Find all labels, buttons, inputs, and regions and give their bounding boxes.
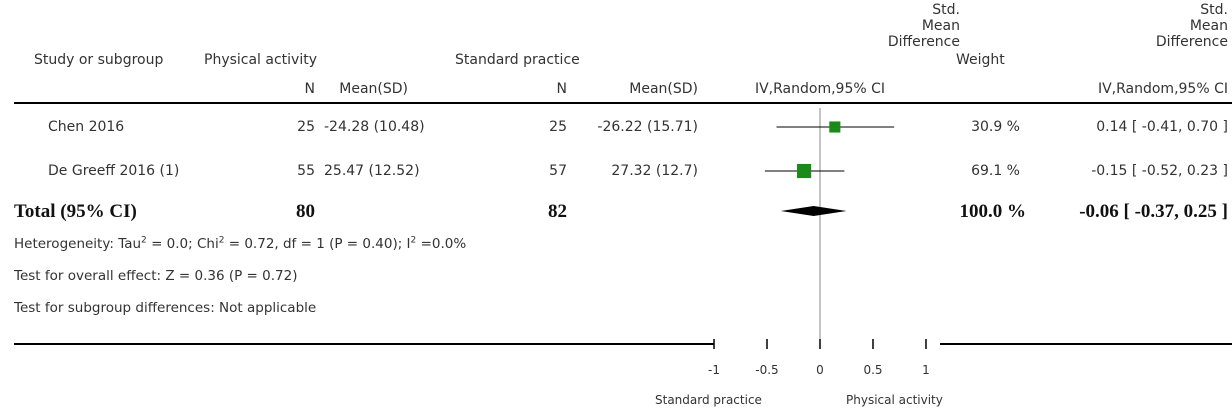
study-weight: 69.1 % xyxy=(971,163,1020,179)
study-weight: 30.9 % xyxy=(971,119,1020,135)
study-name: De Greeff 2016 (1) xyxy=(48,163,180,179)
ci-method-header: IV,Random,95% CI xyxy=(1097,81,1228,97)
total-n2: 82 xyxy=(548,201,567,222)
favours-left-label: Standard practice xyxy=(655,393,762,407)
mean1-header: Mean(SD) xyxy=(339,81,408,97)
subgroup-diff-text: Test for subgroup differences: Not appli… xyxy=(14,300,317,316)
study-name: Chen 2016 xyxy=(48,119,125,135)
study-n2: 25 xyxy=(549,119,567,135)
study-header: Study or subgroup xyxy=(34,52,164,68)
tick-label: -1 xyxy=(708,363,720,377)
favours-right-label: Physical activity xyxy=(846,393,943,407)
total-ci: -0.06 [ -0.37, 0.25 ] xyxy=(1079,201,1228,222)
total-weight: 100.0 % xyxy=(959,201,1027,222)
n2-header: N xyxy=(556,81,567,97)
ci-header: Std. Mean Difference xyxy=(1155,2,1228,50)
tick-label: 0 xyxy=(816,363,824,377)
plot-method-header: IV,Random,95% CI xyxy=(754,81,886,97)
pooled-diamond xyxy=(780,206,847,216)
study-ci: 0.14 [ -0.41, 0.70 ] xyxy=(1096,119,1228,135)
tick-label: -0.5 xyxy=(755,363,778,377)
study-n2: 57 xyxy=(549,163,567,179)
weight-header: Weight xyxy=(956,52,1005,68)
total-label: Total (95% CI) xyxy=(14,201,137,222)
group1-header: Physical activity xyxy=(204,52,318,68)
heterogeneity-text: Heterogeneity: Tau2 = 0.0; Chi2 = 0.72, … xyxy=(14,235,467,252)
overall-effect-text: Test for overall effect: Z = 0.36 (P = 0… xyxy=(14,268,298,284)
study-mean1: -24.28 (10.48) xyxy=(324,119,425,135)
study-n1: 55 xyxy=(297,163,315,179)
bottom-rule-left xyxy=(14,343,714,345)
group2-header: Standard practice xyxy=(455,52,580,68)
study-n1: 25 xyxy=(297,119,315,135)
plot-header: Std. Mean Difference xyxy=(887,2,960,50)
mean2-header: Mean(SD) xyxy=(629,81,698,97)
study-mean2: -26.22 (15.71) xyxy=(597,119,698,135)
total-n1: 80 xyxy=(296,201,315,222)
bottom-rule-right xyxy=(940,343,1232,345)
study-effect-square xyxy=(829,121,841,133)
study-ci: -0.15 [ -0.52, 0.23 ] xyxy=(1091,163,1228,179)
header-rule xyxy=(14,102,1232,104)
n1-header: N xyxy=(304,81,315,97)
tick-label: 1 xyxy=(922,363,930,377)
study-mean1: 25.47 (12.52) xyxy=(324,163,420,179)
study-mean2: 27.32 (12.7) xyxy=(611,163,698,179)
tick-label: 0.5 xyxy=(863,363,882,377)
study-effect-square xyxy=(797,163,812,179)
